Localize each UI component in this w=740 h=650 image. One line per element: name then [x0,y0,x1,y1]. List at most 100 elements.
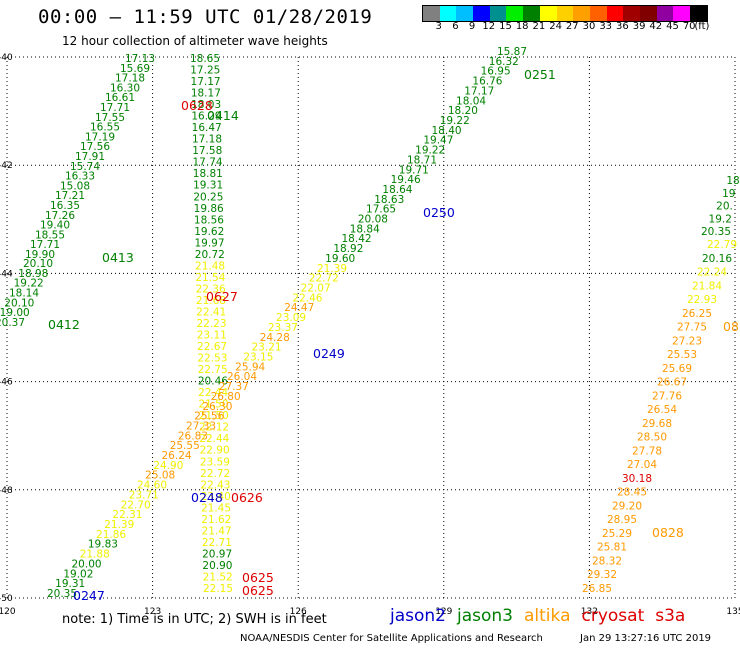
pass-id-label: 0628 [181,98,213,113]
wave-height-value: 19.86 [194,203,224,215]
wave-height-value: 24.47 [284,302,314,314]
legend-item-jason2: jason2 [390,606,446,626]
longitude-tick-label: 120 [0,607,16,617]
wave-height-value: 19.2 [709,213,732,225]
wave-height-value: 16.30 [110,82,140,94]
wave-height-value: 16.35 [50,200,80,212]
color-scale-label: 45 [666,21,679,32]
wave-height-value: 22.44 [199,433,229,445]
color-scale-label: 18 [515,21,529,32]
wave-height-value: 22.67 [197,341,227,353]
wave-height-value: 22.24 [697,267,727,279]
wave-height-value: 18.64 [382,184,412,196]
wave-height-value: 23.11 [197,330,227,342]
wave-height-value: 25.69 [662,363,692,375]
wave-height-value: 25.94 [235,361,265,373]
wave-height-value: 26.67 [657,377,687,389]
latitude-tick-label: -46 [0,378,13,388]
wave-height-value: 24.90 [153,460,183,472]
wave-height-value: 28.45 [617,487,647,499]
color-swatch [690,6,707,21]
wave-height-value: 25.08 [145,470,175,482]
wave-height-value: 27.76 [652,390,682,402]
wave-height-value: 22.79 [707,239,737,251]
wave-height-value: 21.52 [203,571,233,583]
color-swatch [539,6,557,21]
wave-height-value: 22.36 [196,283,226,295]
wave-height-value: 17.58 [192,145,222,157]
color-scale-label: (ft) [694,21,710,32]
wave-height-value: 17.26 [45,210,75,222]
wave-height-value: 23.40 [201,491,231,503]
wave-height-value: 18.04 [456,95,486,107]
color-swatch [673,6,690,21]
wave-height-value: 21.45 [201,502,231,514]
wave-height-value: 16.29 [191,111,221,123]
wave-height-value: 22.75 [198,364,228,376]
wave-height-value: 16.95 [481,66,511,78]
wave-height-value: 22.72 [309,273,339,285]
wave-height-value: 19.31 [193,180,223,192]
wave-height-value: 19.71 [399,164,429,176]
wave-height-value: 27.37 [219,381,249,393]
wave-height-value: 17.71 [100,102,130,114]
wave-height-value: 20.35 [47,588,77,600]
wave-height-value: 22.12 [199,422,229,434]
wave-height-value: 15.87 [497,46,527,58]
wave-height-value: 18.17 [191,88,221,100]
color-scale-label: 12 [482,21,496,32]
wave-height-value: 17.55 [95,112,125,124]
wave-height-value: 22.90 [200,445,230,457]
wave-height-value: 20.35 [701,226,731,238]
wave-height-value: 22.31 [112,509,142,521]
wave-height-value: 15.08 [60,180,90,192]
color-swatch [556,6,574,21]
color-scale-label: 36 [616,21,629,32]
wave-height-value: 27.78 [632,445,662,457]
axis-ticks: 120 123 126 129 132 135 -40 -42 -44 -46 -48 -50 [0,53,740,617]
wave-height-value: 18.98 [18,268,48,280]
color-scale-label: 42 [649,21,663,32]
legend-item-s3a: s3a [655,606,686,626]
color-scale-label: 33 [599,21,613,32]
wave-height-value: 26.25 [682,308,712,320]
wave-height-value: 28.95 [607,514,637,526]
wave-height-value: 22.43 [200,479,230,491]
wave-height-value: 27.23 [672,335,702,347]
pass-id-label: 0625 [242,570,274,585]
wave-height-value: 27.75 [677,322,707,334]
pass-id-label: 0627 [206,289,238,304]
color-swatch [489,6,507,21]
wave-height-value: 22.71 [202,537,232,549]
color-swatch [473,6,490,21]
wave-height-value: 26.04 [227,371,257,383]
wave-height-value: 20.72 [195,249,225,261]
color-swatch [439,6,457,21]
color-scale-label: 6 [452,21,459,32]
wave-height-value: 19.22 [440,115,470,127]
wave-height-value: 20.37 [0,317,25,329]
wave-height-value: 26.85 [582,583,612,595]
legend-item-jason3: jason3 [457,606,513,626]
pass-id-label: 0250 [423,205,455,220]
wave-height-value: 22.23 [196,318,226,330]
wave-height-value: 21.39 [317,263,347,275]
wave-height-value: 27.04 [627,459,657,471]
wave-height-value: 16.61 [105,92,135,104]
longitude-tick-label: 123 [144,607,161,617]
wave-height-value: 18.56 [194,214,224,226]
color-scale-label: 21 [532,21,546,32]
wave-height-value: 26.54 [647,404,677,416]
wave-height-value: 17.21 [55,190,85,202]
wave-height-value: 26.30 [202,401,232,413]
wave-height-value: 21.50 [199,410,229,422]
wave-height-value: 22.70 [121,499,151,511]
wave-height-value: 24.28 [260,332,290,344]
wave-height-value: 19.22 [415,145,445,157]
wave-height-value: 16.55 [90,122,120,134]
pass-id-label: 0828 [652,525,684,540]
color-scale-label: 15 [499,21,512,32]
wave-height-value: 23.21 [252,342,282,354]
wave-height-value: 19.22 [14,278,44,290]
wave-height-value: 25.29 [602,528,632,540]
